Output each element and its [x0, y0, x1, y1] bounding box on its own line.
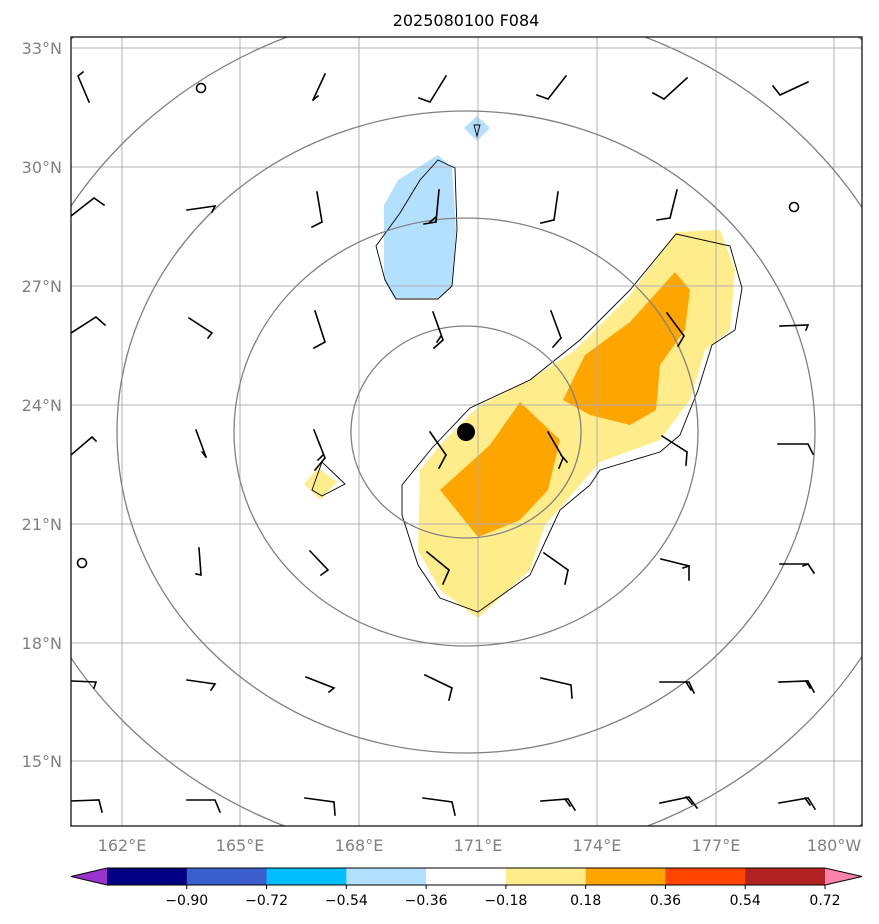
colorbar-segment [186, 868, 268, 885]
lat-label: 15°N [22, 752, 62, 771]
lat-label: 18°N [22, 634, 62, 653]
lon-label: 174°E [573, 836, 622, 855]
colorbar-segment [426, 868, 507, 885]
lon-label: 171°E [454, 836, 503, 855]
lat-label: 24°N [22, 396, 62, 415]
lat-label: 30°N [22, 158, 62, 177]
colorbar-segment [107, 868, 188, 885]
colorbar-label: 0.18 [570, 893, 601, 909]
map-title: 2025080100 F084 [393, 11, 540, 30]
colorbar-label: −0.36 [405, 893, 448, 909]
colorbar-label: 0.54 [730, 893, 761, 909]
graticule [71, 37, 862, 826]
storm-center-marker [457, 423, 475, 441]
colorbar-segment [745, 868, 826, 885]
map-frame [70, 36, 863, 827]
colorbar-segment [266, 868, 347, 885]
longitude-labels: 162°E 165°E 168°E 171°E 174°E 177°E 180°… [98, 836, 862, 855]
lon-label: 165°E [216, 836, 265, 855]
wind-barbs [71, 70, 817, 816]
negative-anomaly-region [384, 155, 456, 298]
contour-lines [311, 124, 743, 613]
colorbar-label: −0.72 [245, 893, 288, 909]
lat-label: 27°N [22, 277, 62, 296]
lon-label: 180°W [807, 836, 862, 855]
colorbar-extend-high [825, 868, 862, 885]
positive-anomaly-small [304, 468, 337, 500]
colorbar-segment [665, 868, 746, 885]
lat-label: 33°N [22, 39, 62, 58]
lon-label: 168°E [335, 836, 384, 855]
lon-label: 162°E [98, 836, 147, 855]
colorbar-label: 0.36 [650, 893, 681, 909]
lat-label: 21°N [22, 515, 62, 534]
colorbar-label: 0.72 [809, 893, 840, 909]
colorbar-label: −0.54 [325, 893, 368, 909]
colorbar-label: −0.90 [165, 893, 208, 909]
strong-positive-region-b [563, 272, 690, 425]
colorbar-extend-low [71, 868, 107, 885]
colorbar-segment [585, 868, 666, 885]
calm-wind-markers [76, 82, 800, 569]
colorbar-label: −0.18 [484, 893, 527, 909]
strong-positive-region-a [440, 402, 560, 537]
colorbar-segment [346, 868, 427, 885]
shaded-field [304, 116, 735, 618]
colorbar-segment [505, 868, 587, 885]
colorbar-outline [70, 867, 863, 886]
latitude-labels: 33°N 30°N 27°N 24°N 21°N 18°N 15°N [22, 39, 62, 771]
negative-anomaly-small [464, 116, 490, 141]
colorbar: −0.90 −0.72 −0.54 −0.36 −0.18 0.18 0.36 0.54 0.7… [70, 867, 863, 909]
lon-label: 177°E [692, 836, 741, 855]
